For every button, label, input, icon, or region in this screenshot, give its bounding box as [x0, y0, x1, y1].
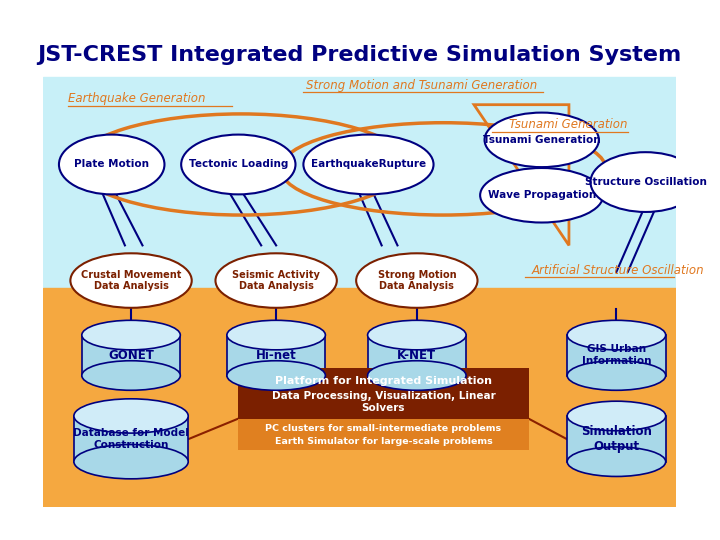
- Ellipse shape: [567, 361, 666, 390]
- Bar: [227, 335, 325, 375]
- Ellipse shape: [368, 361, 466, 390]
- Text: Earth Simulator for large-scale problems: Earth Simulator for large-scale problems: [274, 437, 492, 446]
- Ellipse shape: [567, 401, 666, 431]
- Text: Tsunami Generation: Tsunami Generation: [509, 118, 628, 131]
- Ellipse shape: [485, 113, 599, 167]
- Bar: [567, 416, 666, 462]
- Ellipse shape: [227, 361, 325, 390]
- Bar: [368, 335, 466, 375]
- Ellipse shape: [356, 253, 477, 308]
- Text: EarthquakeRupture: EarthquakeRupture: [311, 159, 426, 170]
- Text: Simulation
Output: Simulation Output: [581, 425, 652, 453]
- Ellipse shape: [181, 134, 295, 194]
- Ellipse shape: [71, 253, 192, 308]
- Text: GIS Urban
Information: GIS Urban Information: [582, 345, 651, 366]
- Text: GONET: GONET: [108, 349, 154, 362]
- Bar: [43, 32, 676, 77]
- Text: Data Processing, Visualization, Linear
Solvers: Data Processing, Visualization, Linear S…: [271, 391, 495, 413]
- Text: Strong Motion and Tsunami Generation: Strong Motion and Tsunami Generation: [305, 79, 537, 92]
- Ellipse shape: [590, 152, 701, 212]
- Ellipse shape: [227, 320, 325, 350]
- Text: Structure Oscillation: Structure Oscillation: [585, 177, 706, 187]
- Ellipse shape: [82, 320, 180, 350]
- Ellipse shape: [215, 253, 337, 308]
- Bar: [82, 335, 180, 375]
- Ellipse shape: [82, 361, 180, 390]
- Bar: [74, 416, 188, 462]
- Ellipse shape: [59, 134, 164, 194]
- Ellipse shape: [567, 320, 666, 350]
- Text: Tsunami Generation: Tsunami Generation: [483, 135, 600, 145]
- Text: Tectonic Loading: Tectonic Loading: [189, 159, 288, 170]
- Text: Artificial Structure Oscillation: Artificial Structure Oscillation: [531, 264, 703, 276]
- Text: Wave Propagation: Wave Propagation: [487, 190, 596, 200]
- Text: Plate Motion: Plate Motion: [74, 159, 149, 170]
- Text: K-NET: K-NET: [397, 349, 436, 362]
- Text: Hi-net: Hi-net: [256, 349, 297, 362]
- Text: Seismic Activity
Data Analysis: Seismic Activity Data Analysis: [233, 270, 320, 292]
- Text: Earthquake Generation: Earthquake Generation: [68, 92, 205, 105]
- Text: JST-CREST Integrated Predictive Simulation System: JST-CREST Integrated Predictive Simulati…: [37, 45, 682, 65]
- Bar: [238, 368, 528, 418]
- Text: Platform for Integrated Simulation: Platform for Integrated Simulation: [275, 376, 492, 386]
- Ellipse shape: [567, 447, 666, 476]
- Text: Database for Model
Construction: Database for Model Construction: [73, 428, 189, 450]
- Text: PC clusters for small-intermediate problems: PC clusters for small-intermediate probl…: [266, 424, 501, 433]
- Ellipse shape: [303, 134, 433, 194]
- Text: Crustal Movement
Data Analysis: Crustal Movement Data Analysis: [81, 270, 181, 292]
- Bar: [567, 335, 666, 375]
- Bar: [43, 77, 676, 288]
- Ellipse shape: [74, 444, 188, 479]
- Ellipse shape: [368, 320, 466, 350]
- Text: Strong Motion
Data Analysis: Strong Motion Data Analysis: [377, 270, 456, 292]
- Ellipse shape: [480, 168, 603, 222]
- Ellipse shape: [74, 399, 188, 433]
- Bar: [43, 288, 676, 508]
- Bar: [238, 418, 528, 450]
